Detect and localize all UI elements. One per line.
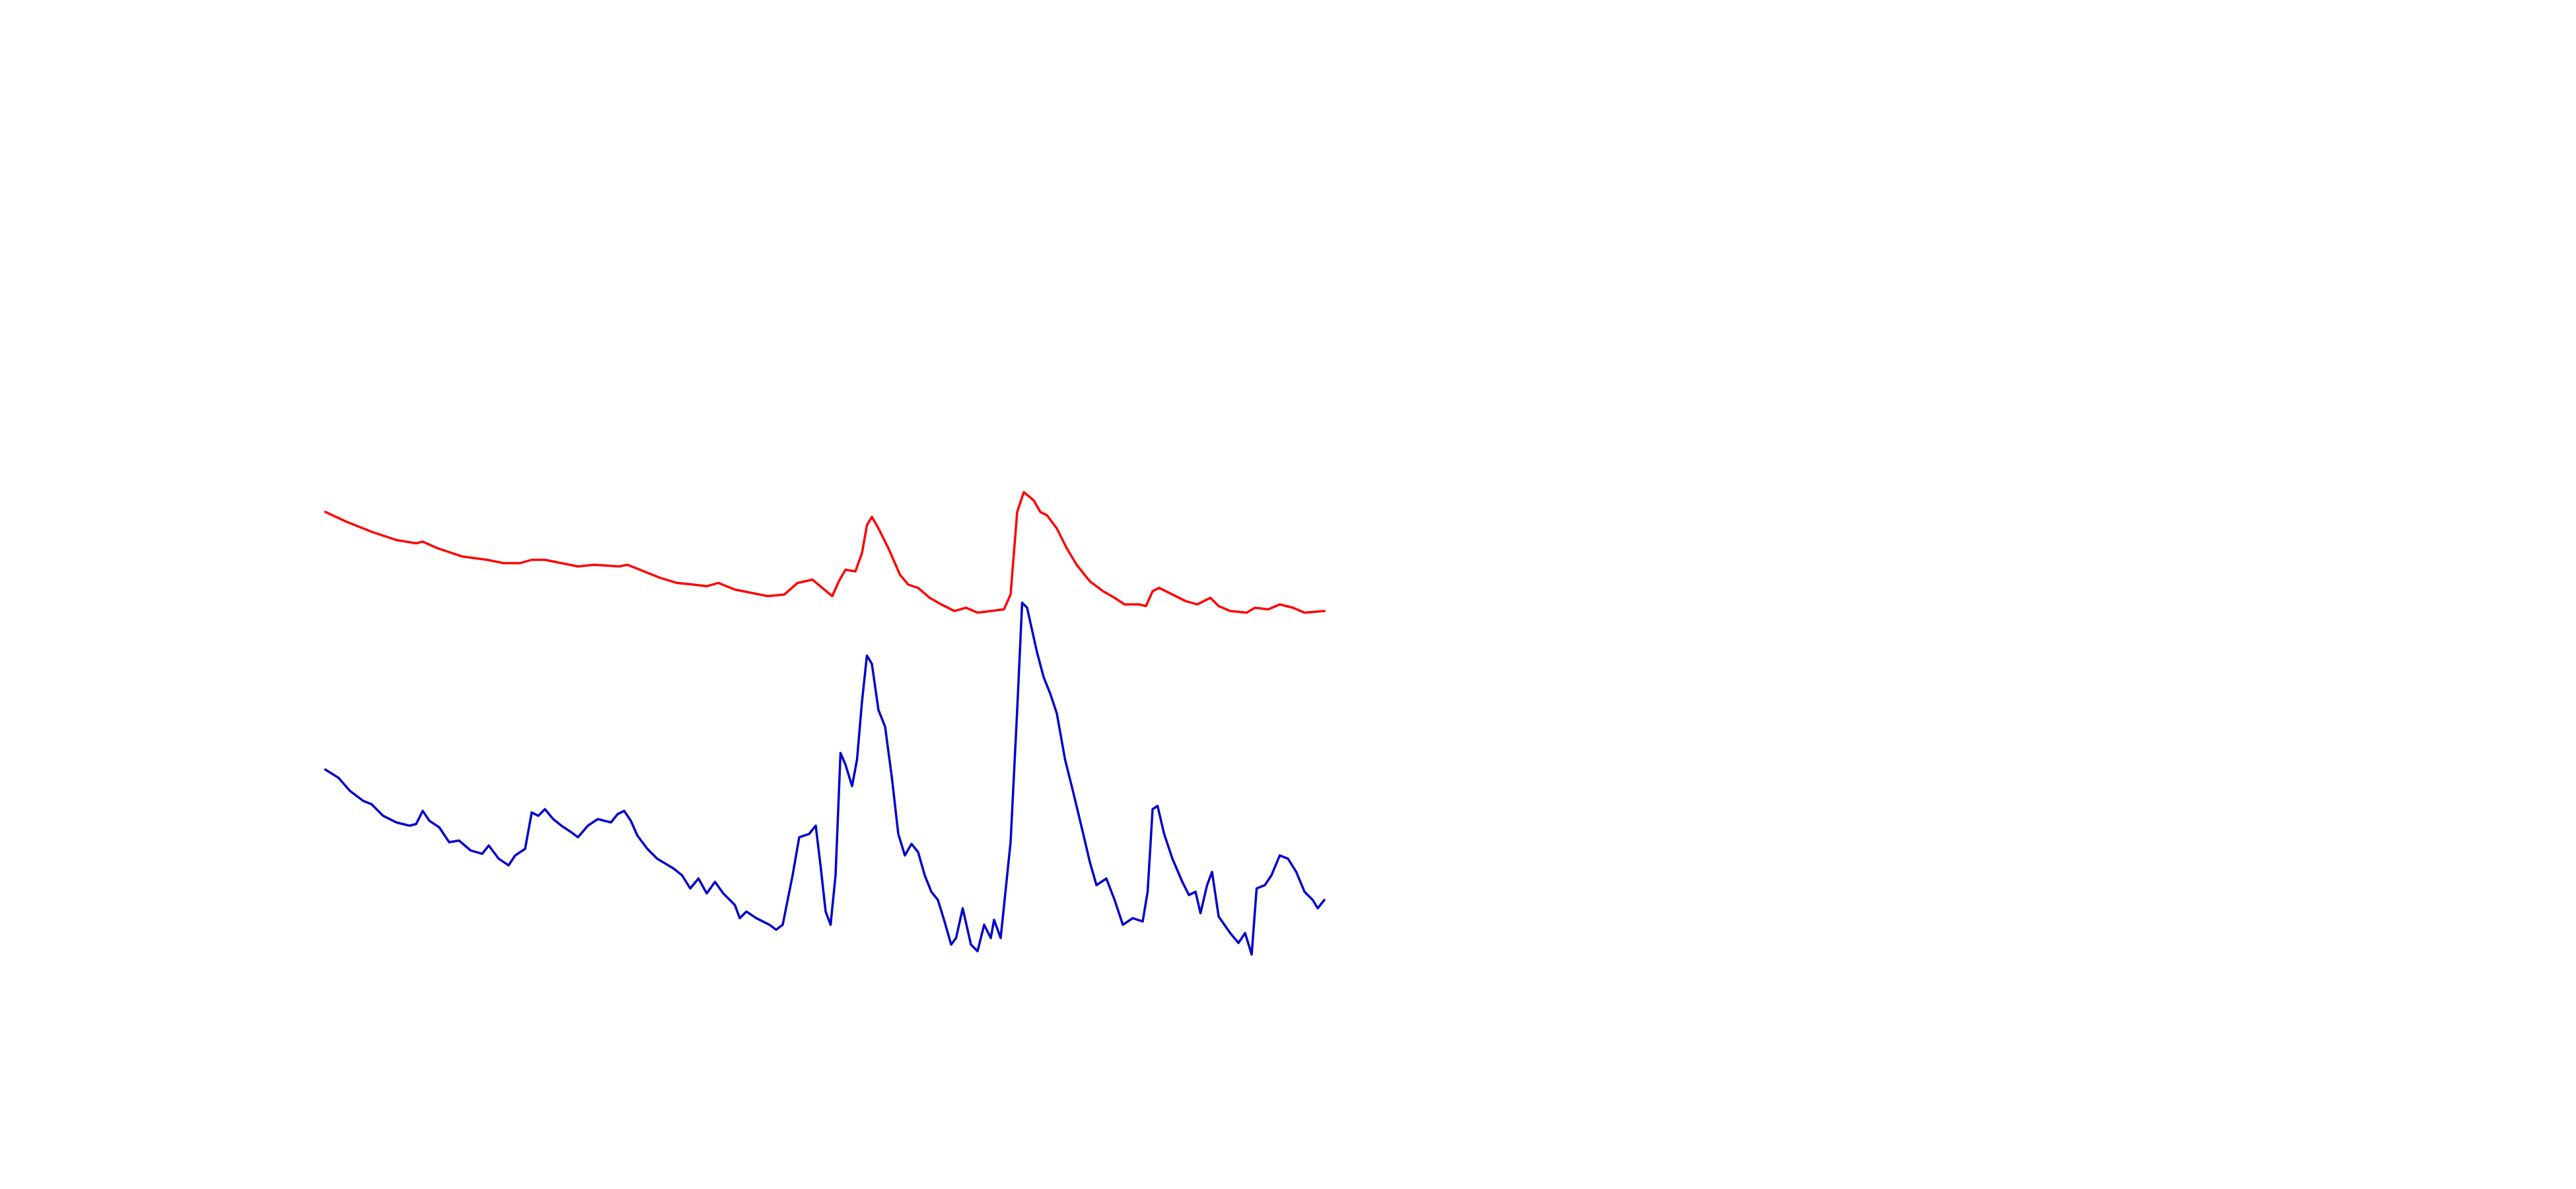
line-series [324, 491, 1326, 614]
line-series [324, 601, 1326, 956]
